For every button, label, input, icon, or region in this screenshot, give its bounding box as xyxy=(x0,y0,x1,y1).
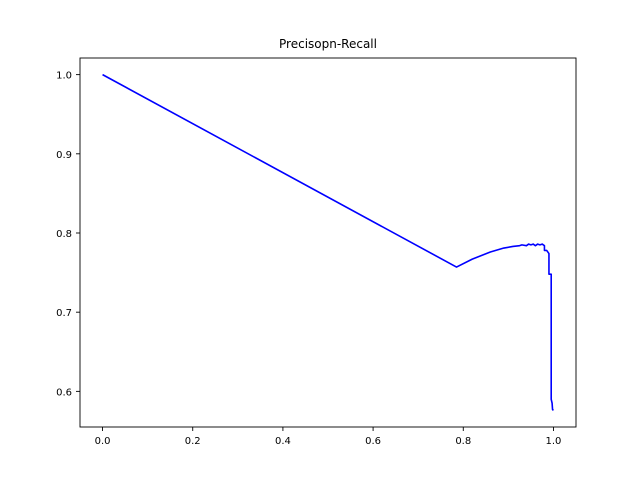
chart-title: Precisopn-Recall xyxy=(279,37,377,51)
y-tick-label: 0.6 xyxy=(56,387,72,398)
y-tick-label: 1.0 xyxy=(56,71,72,82)
x-tick-label: 0.8 xyxy=(455,436,471,447)
x-tick-label: 0.0 xyxy=(95,436,111,447)
plot-background xyxy=(80,58,576,427)
plot-area xyxy=(80,58,576,427)
x-tick-label: 0.4 xyxy=(275,436,291,447)
x-tick-label: 0.6 xyxy=(365,436,381,447)
y-tick-label: 0.8 xyxy=(56,229,72,240)
x-tick-label: 0.2 xyxy=(185,436,201,447)
y-tick-label: 0.9 xyxy=(56,150,72,161)
axes-frame xyxy=(79,57,577,428)
series-layer xyxy=(102,73,554,411)
series-line-0 xyxy=(102,73,554,411)
axes-layer: 0.0 0.2 0.4 0.6 0.8 1.0 0.6 0.7 0.8 0.9 1.0 xyxy=(56,57,577,447)
x-tick-label: 1.0 xyxy=(546,436,562,447)
y-tick-label: 0.7 xyxy=(56,308,72,319)
